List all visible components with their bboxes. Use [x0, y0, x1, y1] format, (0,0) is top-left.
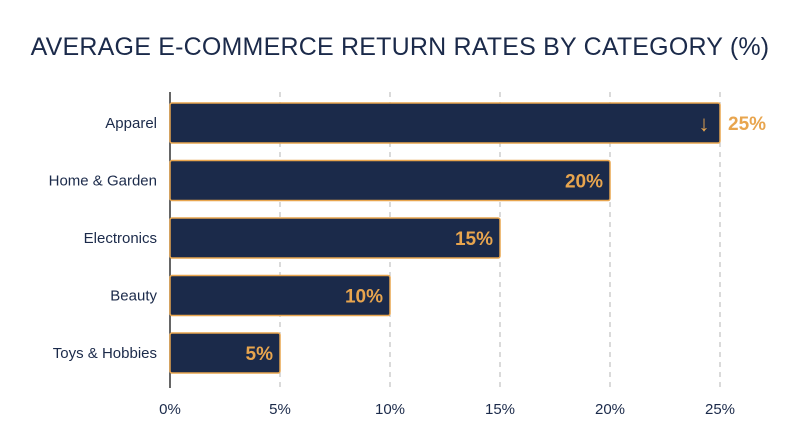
- data-label: 20%: [565, 172, 603, 193]
- data-label: 10%: [345, 287, 383, 308]
- bar: [169, 102, 721, 144]
- x-tick-label: 10%: [375, 401, 405, 418]
- x-tick-label: 5%: [269, 401, 291, 418]
- x-tick-label: 0%: [159, 401, 181, 418]
- data-label: 5%: [246, 344, 274, 365]
- bar: [169, 159, 611, 202]
- category-label: Home & Garden: [49, 173, 157, 190]
- data-label: 15%: [455, 229, 493, 250]
- chart-title: AVERAGE E-COMMERCE RETURN RATES BY CATEG…: [30, 33, 770, 61]
- bar: [169, 274, 391, 317]
- x-tick-label: 15%: [485, 401, 515, 418]
- category-label: Toys & Hobbies: [53, 345, 157, 362]
- x-tick-label: 20%: [595, 401, 625, 418]
- bar: [169, 217, 501, 259]
- category-label: Beauty: [110, 288, 157, 305]
- arrow-down-icon: ↓: [699, 111, 710, 136]
- category-label: Apparel: [105, 115, 157, 132]
- category-label: Electronics: [84, 230, 157, 247]
- x-tick-label: 25%: [705, 401, 735, 418]
- bar: [169, 332, 281, 374]
- data-label: 25%: [728, 114, 766, 135]
